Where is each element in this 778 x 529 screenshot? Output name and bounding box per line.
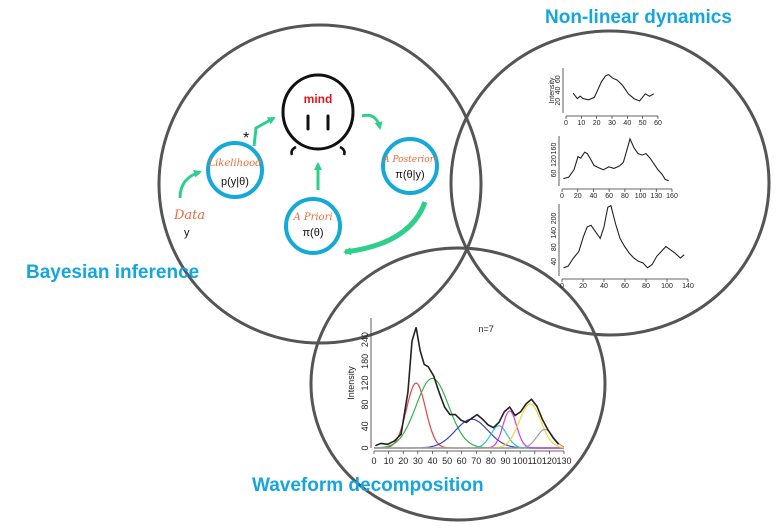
venn-circle-waveform	[309, 246, 607, 522]
chart-annotation: n=7	[479, 324, 494, 334]
chart-4: 0 10 20 30 40 50 60 70 80 90 100 110 120 130040801201…	[346, 318, 572, 466]
y-tick-label: 120	[360, 375, 370, 390]
arrow-data-to-likelihood	[178, 169, 202, 199]
venn-diagram	[157, 23, 771, 522]
posterior-formula: π(θ|y)	[395, 169, 424, 181]
x-tick-label: 20	[593, 120, 601, 127]
y-tick-label: 240	[360, 332, 370, 347]
y-tick-label: 140	[551, 227, 558, 239]
star-marker: *	[243, 130, 249, 147]
x-tick-label: 40	[427, 456, 437, 466]
title-bayesian-inference: Bayesian inference	[26, 262, 199, 283]
series-line	[375, 327, 560, 447]
x-tick-label: 20	[579, 283, 587, 290]
mind-face-icon	[281, 73, 355, 156]
component-curve	[373, 377, 564, 449]
arrow-likelihood-to-mind	[252, 116, 276, 147]
arrow-posterior-to-prior	[343, 201, 428, 256]
posterior-label: A Posteriori	[382, 155, 437, 165]
x-tick-label: 110	[528, 456, 542, 466]
x-tick-label: 20	[398, 456, 408, 466]
prior-label: A Priori	[292, 212, 332, 223]
y-tick-label: 200	[551, 212, 558, 224]
arrow-mind-to-posterior	[361, 113, 383, 130]
x-tick-label: 80	[486, 456, 496, 466]
x-tick-label: 0	[560, 193, 564, 200]
x-tick-label: 0	[371, 456, 376, 466]
data-symbol: y	[184, 227, 190, 239]
prior-node	[284, 197, 342, 255]
mind-label: mind	[304, 92, 333, 106]
series-line	[563, 204, 685, 269]
y-tick-label: 180	[360, 354, 370, 369]
x-tick-label: 130	[650, 193, 662, 200]
x-tick-label: 50	[639, 120, 647, 127]
y-tick-label: 0	[360, 445, 370, 450]
series-line	[563, 137, 669, 182]
x-tick-label: 60	[605, 193, 613, 200]
x-tick-label: 30	[608, 120, 616, 127]
x-tick-label: 0	[564, 120, 568, 127]
y-tick-label: 60	[555, 75, 562, 83]
x-tick-label: 80	[642, 283, 650, 290]
x-tick-label: 40	[623, 120, 631, 127]
x-tick-label: 140	[682, 283, 694, 290]
bayesian-cycle: mind Likelihood p(y|θ) A Posteriori π(θ|…	[173, 73, 439, 256]
y-tick-label: 80	[551, 243, 558, 251]
x-tick-label: 160	[666, 193, 678, 200]
likelihood-node	[206, 141, 264, 199]
prior-formula: π(θ)	[302, 227, 323, 239]
x-tick-label: 70	[471, 456, 481, 466]
likelihood-formula: p(y|θ)	[221, 176, 249, 188]
x-tick-label: 40	[600, 283, 608, 290]
y-tick-label: 40	[551, 258, 558, 266]
y-tick-label: 160	[551, 143, 558, 155]
y-axis-label: Intensity	[346, 366, 356, 400]
series-line	[572, 73, 655, 102]
chart-3: 0 20 40 60 80 100 140 40 80 140 200	[551, 204, 694, 290]
y-tick-label: 20	[555, 98, 562, 106]
title-waveform-decomposition: Waveform decomposition	[252, 475, 484, 496]
venn-circle-bayesian	[157, 23, 483, 345]
x-tick-label: 50	[442, 456, 452, 466]
x-tick-label: 100	[513, 456, 528, 466]
component-curve	[374, 428, 565, 449]
x-tick-label: 40	[590, 193, 598, 200]
y-axis-label: Intensity	[549, 77, 556, 104]
x-tick-label: 10	[577, 120, 585, 127]
data-label: Data	[173, 208, 205, 223]
x-tick-label: 130	[556, 456, 571, 466]
x-tick-label: 60	[457, 456, 467, 466]
likelihood-label: Likelihood	[207, 158, 261, 169]
x-tick-label: 30	[413, 456, 423, 466]
x-tick-label: 100	[661, 283, 673, 290]
x-tick-label: 90	[501, 456, 511, 466]
x-tick-label: 80	[621, 193, 629, 200]
x-tick-label: 60	[654, 120, 662, 127]
x-tick-label: 100	[635, 193, 647, 200]
y-tick-label: 60	[551, 170, 558, 178]
y-tick-label: 80	[360, 400, 370, 410]
y-tick-label: 40	[360, 421, 370, 431]
venn-circle-nonlinear	[449, 29, 771, 337]
y-tick-label: 40	[555, 87, 562, 95]
y-tick-label: 120	[551, 155, 558, 167]
x-tick-label: 0	[560, 283, 564, 290]
title-nonlinear-dynamics: Non-linear dynamics	[545, 7, 732, 28]
x-tick-label: 20	[574, 193, 582, 200]
x-tick-label: 120	[542, 456, 557, 466]
x-tick-label: 10	[384, 456, 394, 466]
x-tick-label: 60	[621, 283, 629, 290]
posterior-node	[381, 137, 439, 195]
